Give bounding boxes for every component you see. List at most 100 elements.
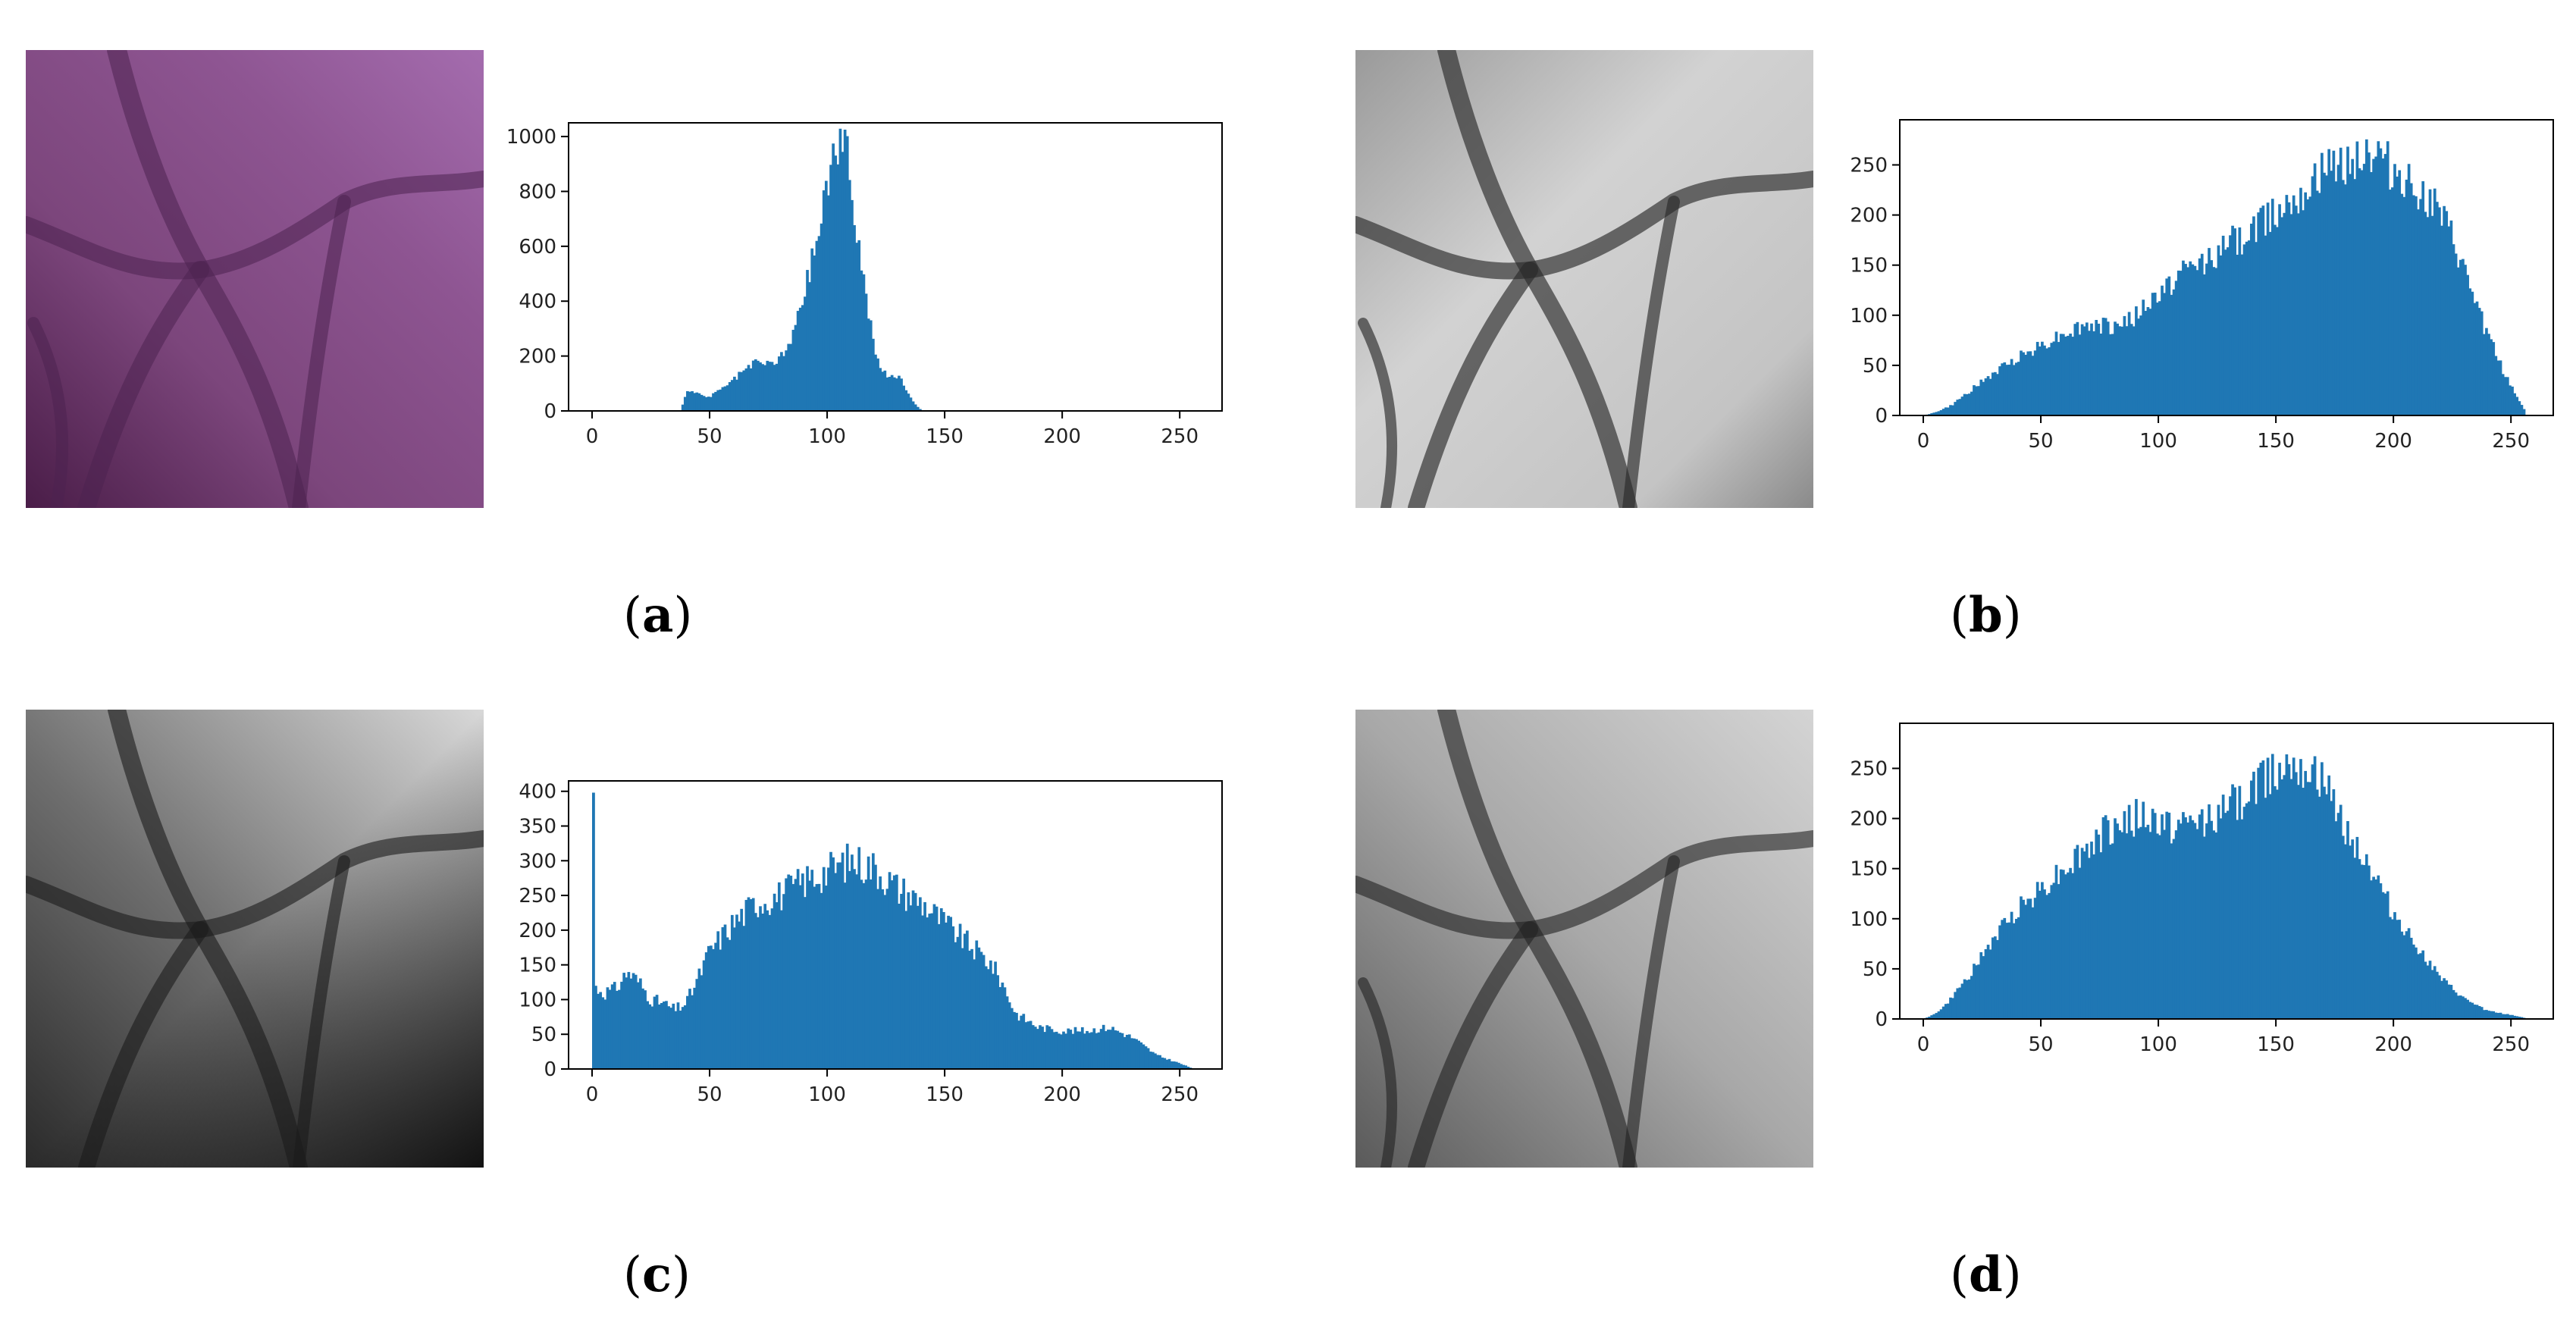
histogram-bar <box>881 889 885 1069</box>
histogram-bar <box>1951 998 1954 1019</box>
histogram-bar <box>2108 334 2112 415</box>
histogram-bar <box>2024 354 2028 415</box>
histogram-bar <box>2050 885 2054 1019</box>
histogram-bar <box>782 894 785 1069</box>
histogram-bar <box>2174 830 2178 1019</box>
histogram-bar <box>2473 1005 2477 1019</box>
histogram-bar <box>2415 947 2418 1019</box>
histogram-bar <box>2114 818 2117 1019</box>
histogram-bar <box>2041 341 2044 415</box>
histogram-bar <box>2372 876 2375 1019</box>
histogram-bar <box>2381 892 2385 1019</box>
histogram-bar <box>2022 899 2025 1019</box>
histogram-bar <box>2153 293 2157 415</box>
histogram-bar <box>2435 202 2439 415</box>
histogram-bar <box>2377 875 2380 1019</box>
histogram-bar <box>2396 176 2399 415</box>
histogram-bar <box>2139 826 2142 1019</box>
y-tick-label: 300 <box>519 850 556 873</box>
histogram-bar <box>686 390 689 411</box>
histogram-bar <box>2095 320 2098 415</box>
histogram-bar <box>2317 796 2321 1019</box>
histogram-bar <box>2078 334 2082 415</box>
histogram-bar <box>2200 253 2204 415</box>
histogram-bar <box>2085 322 2089 415</box>
histogram-bar <box>1031 1025 1035 1069</box>
histogram-bar <box>2381 158 2385 415</box>
y-tick-label: 100 <box>519 989 556 1011</box>
histogram-bar <box>2212 267 2216 415</box>
histogram-bar <box>606 987 610 1069</box>
histogram-bar <box>951 926 955 1069</box>
histogram-bar <box>2304 192 2308 415</box>
histogram-bar <box>1182 1064 1185 1069</box>
histogram-bar <box>2419 199 2422 415</box>
histogram-bar <box>2061 334 2065 415</box>
panel-b-caption: (b) <box>1950 587 2022 644</box>
histogram-bar <box>2029 351 2032 415</box>
histogram-bar <box>2351 158 2355 415</box>
histogram-bar <box>1003 987 1007 1069</box>
y-tick-label: 200 <box>519 920 556 942</box>
histogram-bar <box>2135 798 2138 1019</box>
histogram-bar <box>1076 1031 1080 1069</box>
histogram-bar <box>655 995 659 1069</box>
histogram-bar <box>2456 267 2460 415</box>
histogram-bar <box>1071 1033 1075 1069</box>
histogram-bar <box>2513 393 2516 415</box>
histogram-bar <box>1965 980 1969 1019</box>
histogram-bar <box>2233 228 2237 415</box>
histogram-bar <box>2193 265 2197 415</box>
histogram-bar <box>2344 184 2347 415</box>
histogram-bar <box>1970 976 1973 1019</box>
histogram-bar <box>2208 248 2211 415</box>
histogram-bar <box>725 385 729 411</box>
histogram-bar <box>697 968 701 1069</box>
histogram-bar <box>827 195 830 411</box>
histogram-bar <box>798 885 802 1069</box>
histogram-bar <box>2270 199 2274 415</box>
x-tick-label: 250 <box>2492 430 2530 453</box>
histogram-bar <box>2456 995 2460 1019</box>
histogram-bar <box>2142 801 2145 1019</box>
histogram-bar <box>2219 255 2223 415</box>
histogram-bar <box>2214 832 2218 1019</box>
histogram-bar <box>945 922 948 1069</box>
histogram-bar <box>2236 820 2239 1019</box>
histogram-bar <box>2294 205 2298 415</box>
histogram-bar <box>2155 833 2159 1019</box>
histogram-bar <box>2522 409 2526 415</box>
histogram-bar <box>644 990 647 1069</box>
plot-frame <box>1899 119 2554 416</box>
histogram-bar <box>1941 1006 1945 1019</box>
histogram-bar <box>898 375 901 411</box>
histogram-bar <box>2419 953 2422 1019</box>
histogram-bar <box>2240 254 2244 415</box>
histogram-bar <box>1174 1061 1178 1069</box>
histogram-bar <box>2223 813 2227 1019</box>
y-tick-label: 200 <box>519 346 556 368</box>
histogram-bar <box>2221 235 2225 415</box>
histogram-bar <box>2073 324 2077 415</box>
histogram-bar <box>1052 1032 1056 1069</box>
histogram-bar <box>2148 309 2152 415</box>
histogram-bar <box>909 397 913 411</box>
histogram-bar <box>2165 811 2169 1019</box>
histogram-bar <box>963 933 967 1069</box>
histogram-bar <box>2417 209 2420 415</box>
histogram-bar <box>2409 937 2413 1019</box>
histogram-bar <box>2471 1002 2474 1019</box>
histogram-bar <box>2198 814 2202 1019</box>
histogram-bar <box>695 979 699 1069</box>
histogram-bar <box>2330 801 2333 1019</box>
histogram-bar <box>1979 379 1983 415</box>
x-tick-label: 50 <box>2028 430 2053 453</box>
histogram-bar <box>683 397 687 411</box>
histogram-bar <box>1020 1015 1023 1069</box>
y-tick-label: 150 <box>1850 858 1888 881</box>
histogram-bar <box>817 883 821 1069</box>
histogram-bar <box>1165 1059 1169 1069</box>
histogram-bar <box>2151 293 2155 415</box>
histogram-bar <box>2400 931 2404 1019</box>
histogram-bar <box>2289 779 2293 1019</box>
